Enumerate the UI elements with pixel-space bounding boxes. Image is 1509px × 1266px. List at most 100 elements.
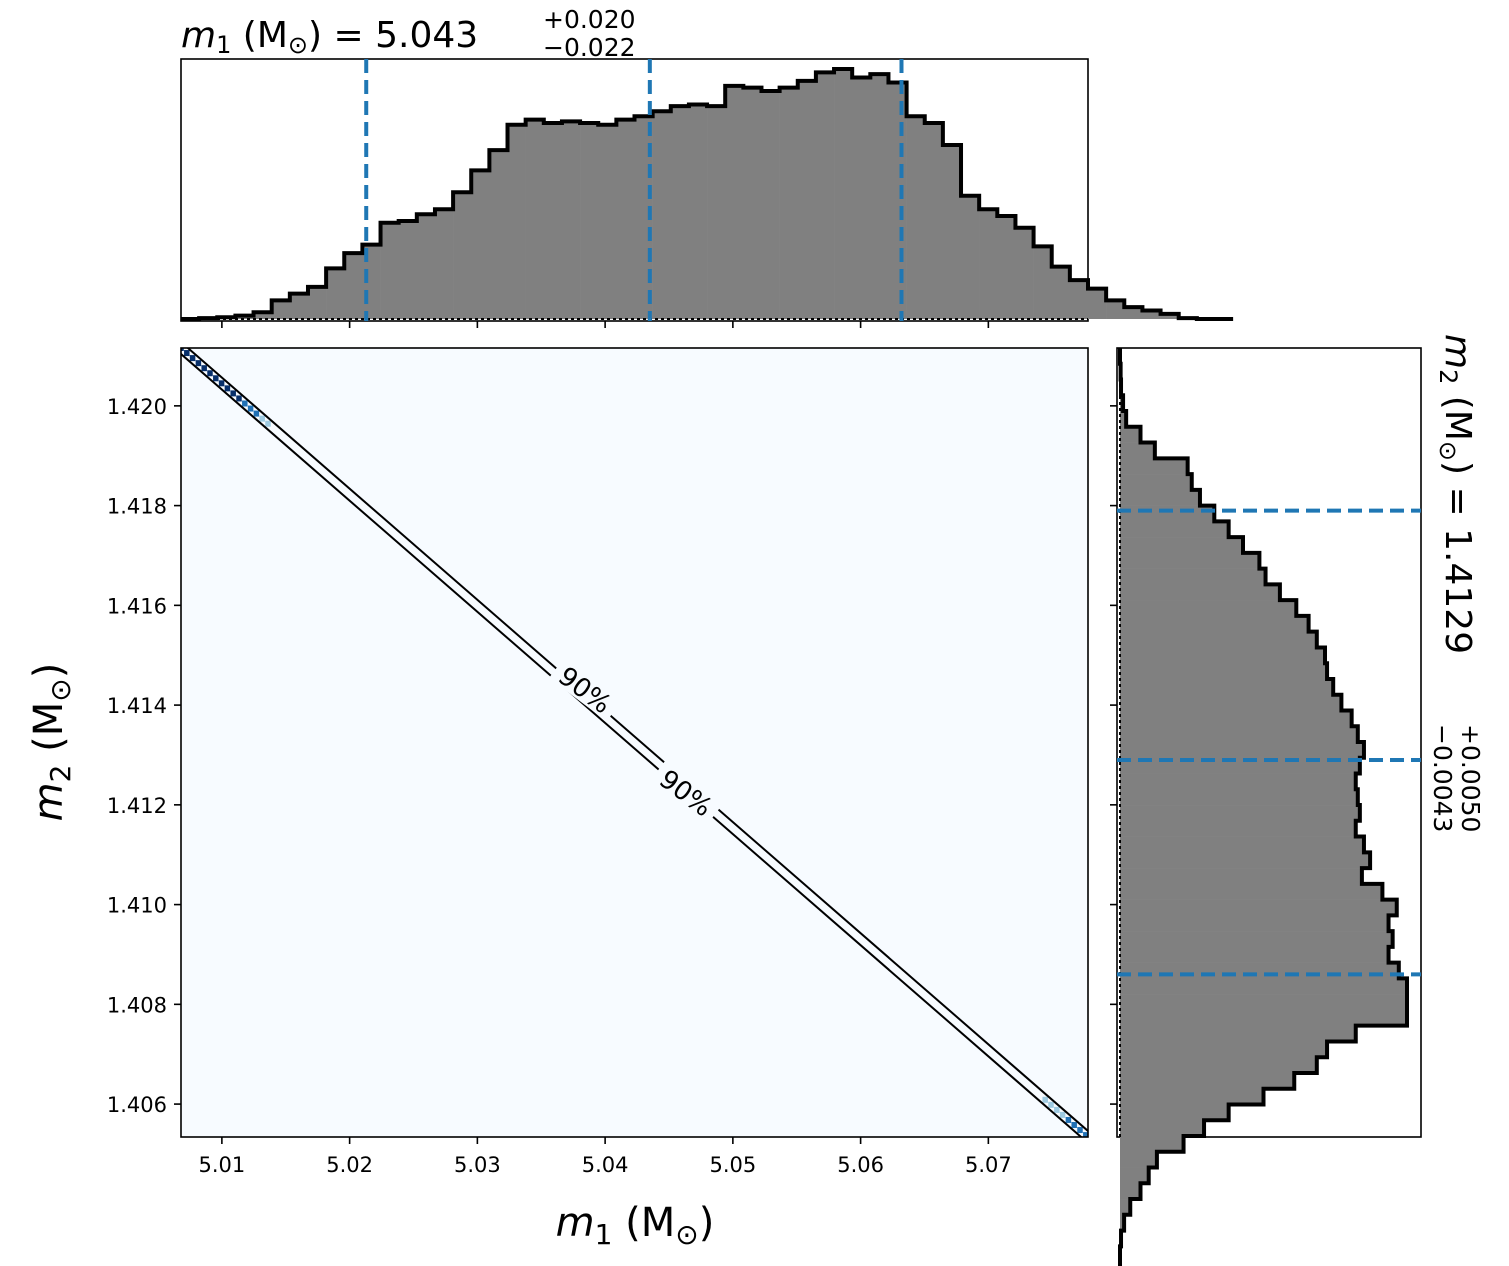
m1-marginal-x-ticks: [221, 321, 990, 328]
m2-hist-bar: [1120, 1183, 1141, 1200]
contour-line-lower: [181, 352, 1083, 1137]
m2-hist-bar: [1120, 899, 1397, 916]
m2-hist-bar: [1120, 584, 1280, 601]
y-tick-label: 1.408: [107, 993, 167, 1017]
x-tick-label: 5.01: [198, 1153, 245, 1177]
m1-hist-bar: [253, 312, 272, 319]
m2-hist-bar: [1120, 1104, 1229, 1121]
m2-hist-bar: [1120, 1009, 1407, 1026]
m1-hist-bar: [924, 123, 944, 320]
joint-density-cell: [1054, 1106, 1060, 1113]
m1-hist-bar: [670, 106, 690, 319]
m2-hist-bar: [1120, 883, 1383, 900]
m2-hist-bar: [1120, 1199, 1131, 1216]
m1-hist-bar: [652, 111, 672, 319]
m1-hist-bar: [1069, 280, 1089, 319]
joint-background: [181, 348, 1088, 1137]
m1-hist-bar: [598, 124, 617, 319]
joint-density-cell: [1059, 1111, 1066, 1118]
m1-hist-bar: [434, 209, 454, 319]
m2-title-plus: +0.0050: [1456, 724, 1485, 832]
m1-hist-bar: [888, 82, 907, 319]
x-axis-label: m1 (M⊙): [556, 1200, 715, 1251]
m2-hist-bar: [1120, 836, 1364, 853]
y-tick-label: 1.418: [107, 495, 167, 519]
m1-hist-bar: [815, 72, 835, 319]
m1-marginal-frame: [180, 58, 1089, 322]
joint-density-cell: [184, 350, 190, 357]
y-axis-label: m2 (M⊙): [26, 663, 77, 822]
joint-density-cell: [230, 390, 236, 397]
m2-hist-bar: [1120, 489, 1200, 506]
y-tick-label: 1.412: [107, 794, 167, 818]
x-tick-label: 5.06: [837, 1153, 884, 1177]
m2-hist-bar: [1120, 915, 1389, 932]
m2-hist-bar: [1120, 694, 1342, 711]
m1-hist-bar: [688, 104, 708, 319]
joint-density-cell: [195, 360, 202, 367]
m1-hist-bar: [707, 106, 726, 319]
m2-hist-bar: [1120, 663, 1328, 680]
joint-density-cell: [1065, 1116, 1072, 1123]
m2-hist-bar: [1120, 710, 1352, 727]
joint-density-cell: [259, 415, 265, 422]
m1-hist-bar: [525, 119, 545, 319]
m2-hist-bar: [1120, 600, 1297, 617]
x-tick-label: 5.03: [454, 1153, 501, 1177]
m2-hist-bar: [1120, 1214, 1125, 1231]
joint-density-cell: [1071, 1121, 1077, 1128]
x-tick-label: 5.07: [965, 1153, 1012, 1177]
m1-hist-bar: [743, 87, 762, 319]
y-tick-label: 1.414: [107, 694, 167, 718]
joint-density-cell: [253, 410, 260, 417]
m1-hist-bar: [489, 150, 508, 319]
m2-hist-outline: [1118, 348, 1409, 1266]
m1-hist-bar: [1124, 307, 1143, 319]
m2-hist-bar: [1120, 442, 1155, 459]
m2-hist-bar: [1120, 789, 1358, 806]
m2-hist-bar: [1120, 805, 1360, 822]
m1-hist-bar: [616, 119, 635, 319]
m1-hist-bar: [979, 209, 998, 319]
m2-hist-bar: [1120, 1120, 1205, 1137]
m1-hist-bar: [870, 74, 889, 319]
m1-hist-bar: [1088, 288, 1107, 319]
m2-title-minus: −0.0043: [1428, 724, 1457, 832]
m1-hist-bar: [1051, 266, 1071, 319]
m1-hist-bar: [398, 221, 418, 319]
m2-hist-bar: [1120, 474, 1192, 491]
m2-marginal-panel: m2 (M⊙) = 1.4129 +0.0050 −0.0043: [1110, 334, 1485, 1266]
m1-hist-bar: [271, 300, 291, 319]
m2-hist-bar: [1120, 1167, 1149, 1184]
m2-hist-bar: [1120, 537, 1243, 554]
joint-density-cell: [242, 400, 248, 407]
m1-hist-bar: [779, 87, 799, 319]
m1-hist-bar: [416, 214, 436, 319]
m1-hist-bar: [961, 195, 980, 319]
m1-hist-bar: [471, 170, 490, 319]
x-tick-label: 5.02: [326, 1153, 373, 1177]
joint-density-cell: [236, 395, 242, 402]
m2-hist-bar: [1120, 820, 1356, 837]
joint-frame: [180, 347, 1089, 1138]
y-tick-label: 1.416: [107, 594, 167, 618]
m2-hist-bar: [1120, 647, 1325, 664]
m1-histogram: [181, 67, 1234, 321]
joint-panel: 5.01 5.02 5.03 5.04 5.05 5.06 5.07 1.4061.4081…: [26, 347, 1089, 1251]
m2-hist-bar: [1120, 773, 1356, 790]
m2-hist-bar: [1120, 426, 1141, 443]
joint-density-cell: [213, 375, 219, 382]
m1-hist-bar: [307, 286, 327, 319]
m1-hist-bar: [561, 121, 581, 319]
joint-density-cell: [201, 365, 207, 372]
m2-hist-bar: [1120, 1072, 1295, 1090]
m1-hist-bar: [289, 293, 309, 319]
m1-hist-bar: [1033, 246, 1053, 319]
m2-hist-bar: [1120, 726, 1358, 743]
m1-hist-outline: [181, 67, 1234, 321]
m2-quantile-lines: [1117, 508, 1421, 977]
m2-marginal-frame: [1116, 347, 1422, 1138]
m2-hist-bar: [1120, 631, 1317, 648]
x-tick-label: 5.05: [709, 1153, 756, 1177]
